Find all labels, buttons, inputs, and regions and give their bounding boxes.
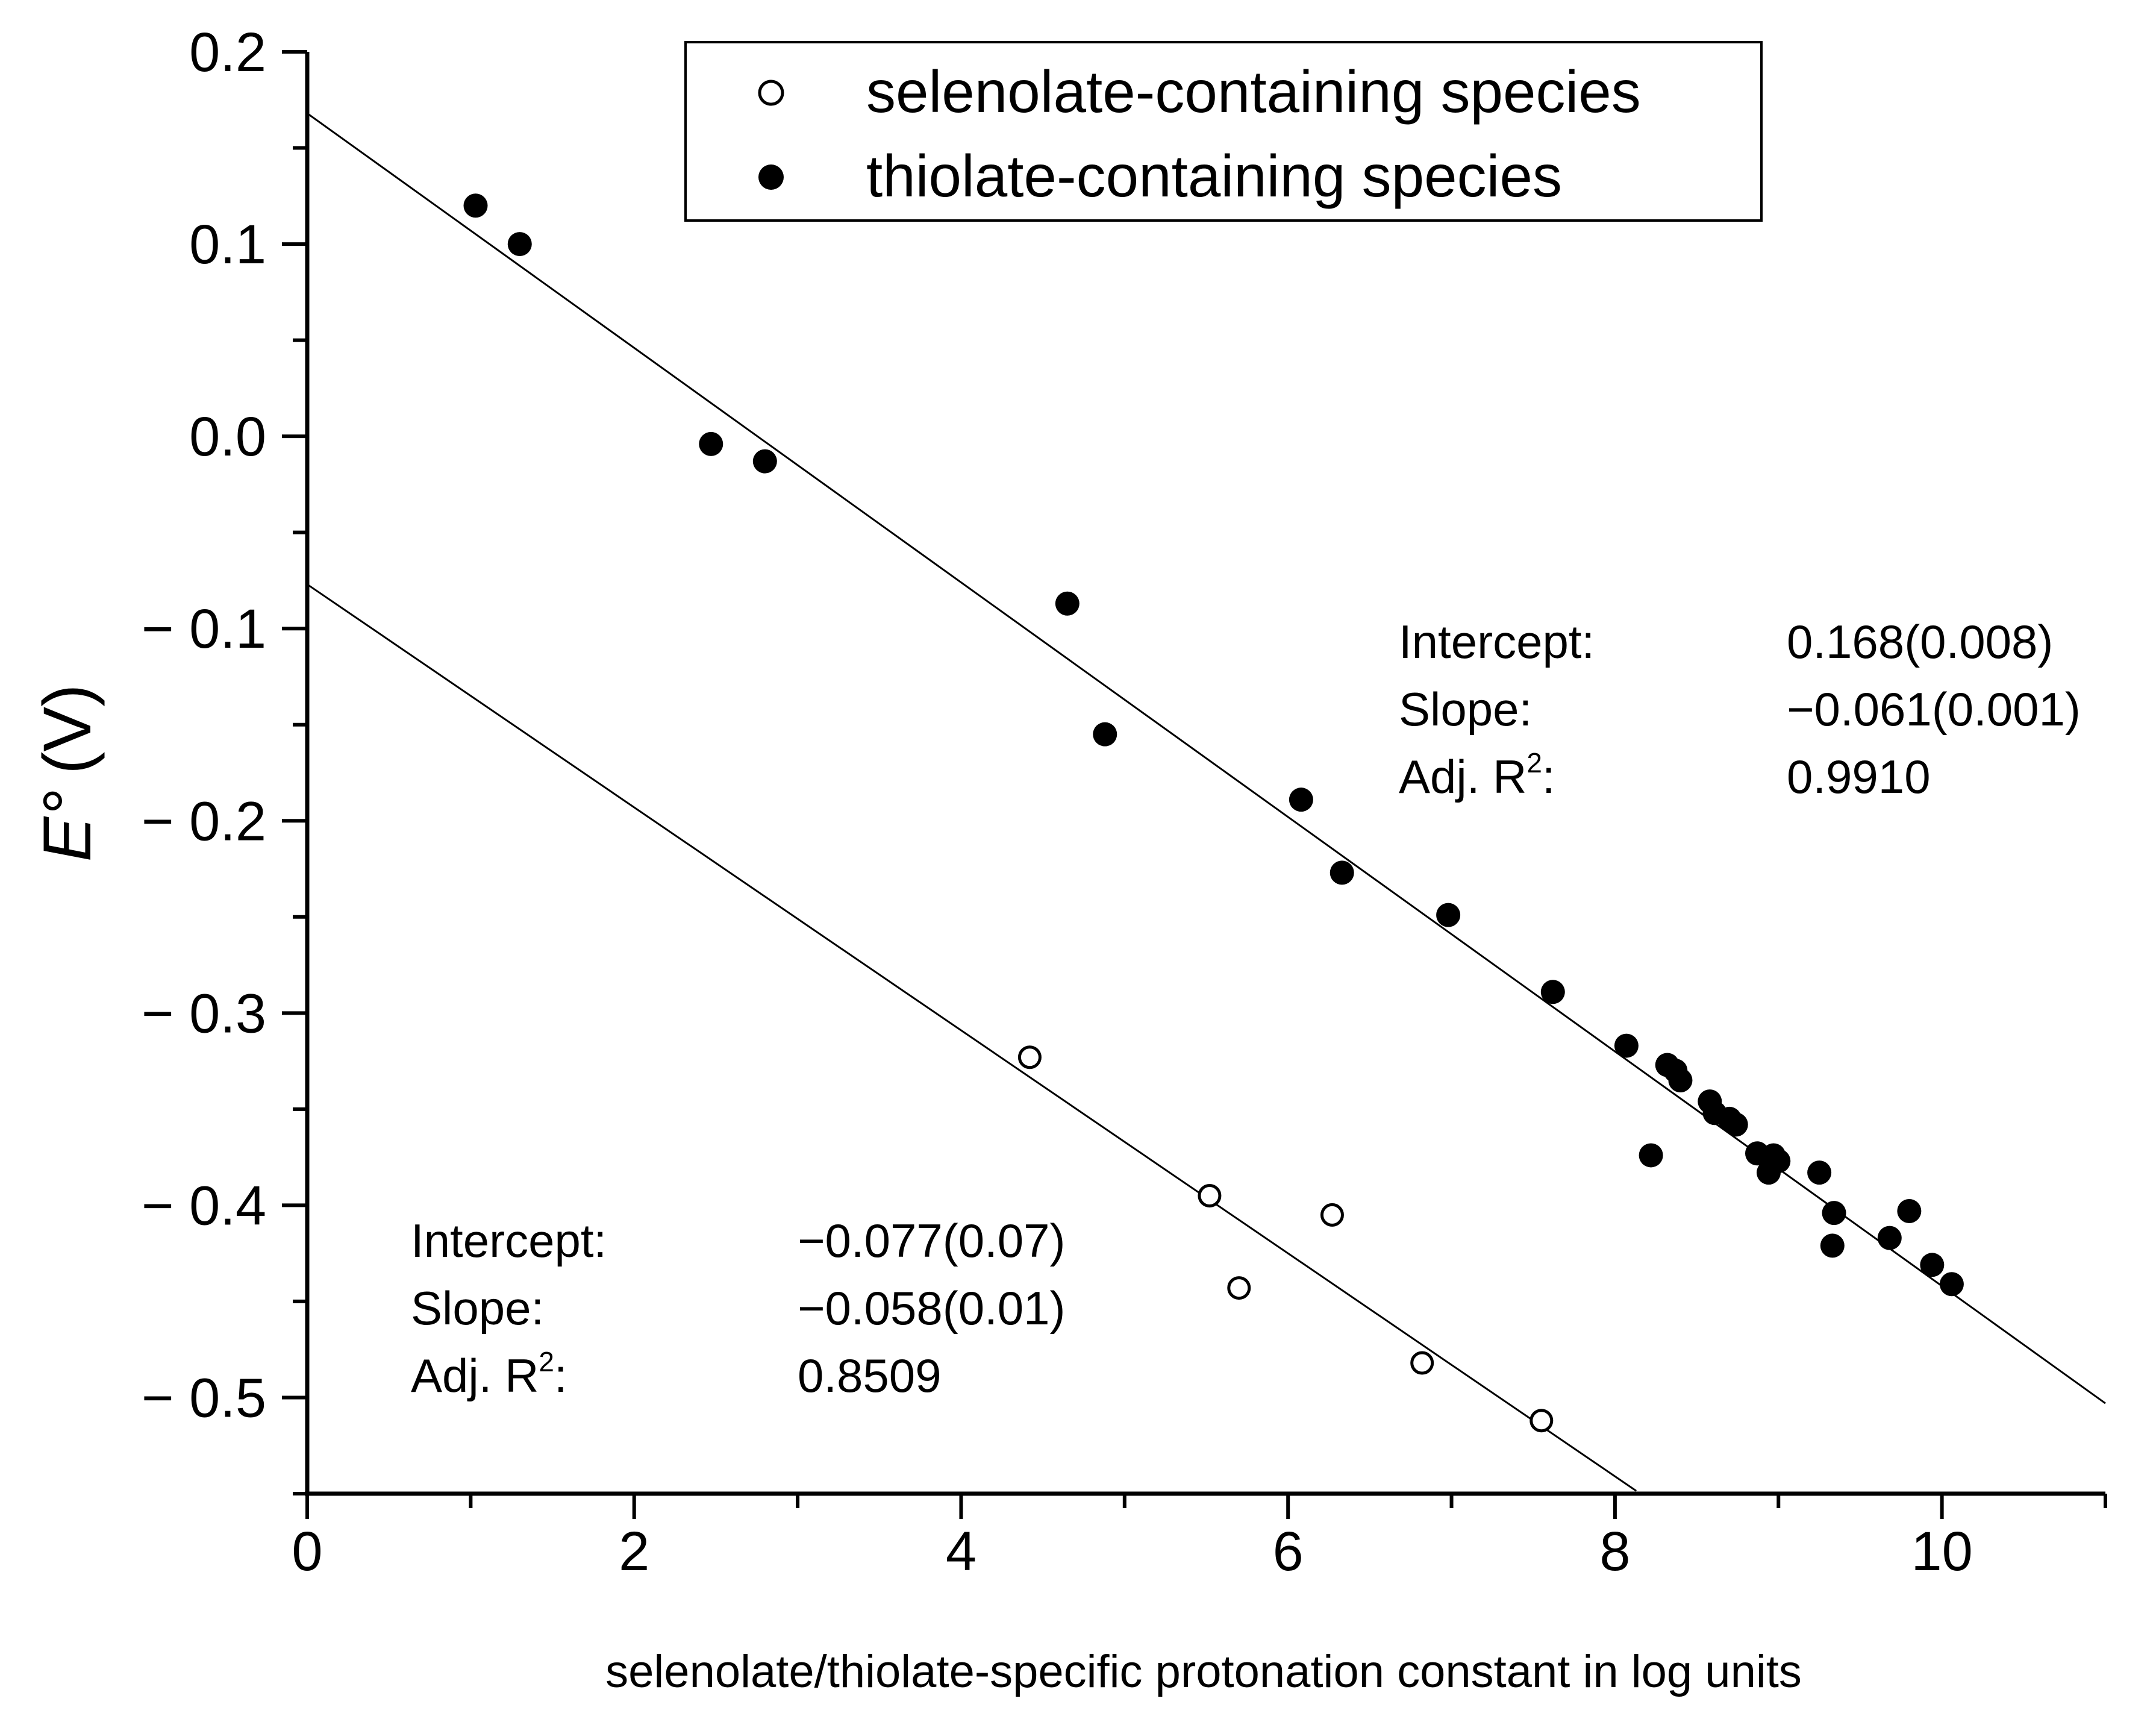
thiolate-r2-value: 0.9910 bbox=[1787, 750, 1931, 803]
thiolate-point bbox=[1766, 1149, 1791, 1174]
thiolate-point bbox=[463, 193, 488, 218]
thiolate-point bbox=[1723, 1112, 1748, 1137]
thiolate-point bbox=[699, 431, 723, 456]
thiolate-point bbox=[1093, 722, 1117, 747]
selenolate-slope-value: −0.058(0.01) bbox=[798, 1282, 1066, 1335]
selenolate-point bbox=[1530, 1409, 1554, 1433]
thiolate-r2-label: Adj. R2: bbox=[1399, 747, 1555, 803]
thiolate-point bbox=[1939, 1272, 1964, 1297]
selenolate-intercept-label: Intercept: bbox=[411, 1214, 607, 1267]
thiolate-point bbox=[1055, 591, 1080, 616]
ticks bbox=[282, 50, 2107, 1519]
x-tick-label: 10 bbox=[1911, 1521, 1972, 1582]
selenolate-point bbox=[1017, 1045, 1042, 1069]
thiolate-point bbox=[507, 232, 532, 257]
selenolate-r2-sup: 2 bbox=[539, 1346, 554, 1377]
selenolate-r2-colon: : bbox=[554, 1349, 567, 1402]
y-tick-label: − 0.5 bbox=[142, 1367, 266, 1429]
y-tick-label: − 0.4 bbox=[142, 1175, 266, 1236]
thiolate-intercept-value: 0.168(0.008) bbox=[1787, 615, 2053, 668]
legend: selenolate-containing species thiolate-c… bbox=[684, 41, 1763, 222]
thiolate-fit-stats: Intercept: 0.168(0.008) Slope: −0.061(0.… bbox=[1399, 615, 2081, 803]
selenolate-r2-value: 0.8509 bbox=[798, 1349, 942, 1402]
legend-marker-selenolate bbox=[758, 80, 784, 106]
x-tick-label: 6 bbox=[1273, 1521, 1304, 1582]
thiolate-intercept-label: Intercept: bbox=[1399, 615, 1595, 668]
x-tick-label: 4 bbox=[946, 1521, 976, 1582]
y-tick-label: 0.0 bbox=[189, 406, 266, 468]
axes bbox=[305, 52, 2105, 1496]
selenolate-r2-label: Adj. R2: bbox=[411, 1346, 567, 1402]
thiolate-point bbox=[1920, 1253, 1945, 1277]
thiolate-r2-sup: 2 bbox=[1526, 747, 1542, 778]
legend-label-selenolate: selenolate-containing species bbox=[866, 58, 1641, 125]
selenolate-point bbox=[1227, 1276, 1251, 1300]
thiolate-r2-text: Adj. R bbox=[1399, 750, 1526, 803]
thiolate-point bbox=[1820, 1233, 1845, 1258]
thiolate-point bbox=[1289, 788, 1313, 812]
selenolate-point bbox=[1410, 1351, 1434, 1375]
selenolate-slope-label: Slope: bbox=[411, 1282, 544, 1335]
y-tick-label: 0.1 bbox=[189, 214, 266, 275]
thiolate-point bbox=[1897, 1198, 1922, 1223]
y-axis-title: E° (V) bbox=[30, 684, 105, 862]
y-tick-label: 0.2 bbox=[189, 22, 266, 83]
thiolate-r2-colon: : bbox=[1542, 750, 1555, 803]
thiolate-point bbox=[1540, 980, 1565, 1004]
thiolate-point bbox=[1822, 1201, 1846, 1226]
y-axis-title-symbol: E° bbox=[30, 790, 105, 862]
legend-marker-thiolate bbox=[758, 164, 784, 190]
thiolate-point bbox=[1614, 1033, 1639, 1058]
x-axis-title: selenolate/thiolate-specific protonation… bbox=[605, 1646, 1802, 1697]
selenolate-point bbox=[1198, 1183, 1222, 1207]
y-tick-label: − 0.1 bbox=[142, 598, 266, 660]
y-tick-label: − 0.2 bbox=[142, 791, 266, 852]
selenolate-fit-line bbox=[307, 583, 1637, 1492]
thiolate-point bbox=[1877, 1226, 1902, 1250]
thiolate-point bbox=[1436, 903, 1461, 927]
thiolate-point bbox=[1330, 860, 1354, 885]
legend-label-thiolate: thiolate-containing species bbox=[866, 143, 1562, 209]
x-tick-label: 2 bbox=[619, 1521, 649, 1582]
thiolate-slope-label: Slope: bbox=[1399, 683, 1532, 736]
thiolate-point bbox=[752, 449, 777, 474]
tick-labels: 0 2 4 6 8 10 0.2 0.1 0.0 − 0.1 − 0.2 − 0.3 − 0.4 − 0.… bbox=[142, 22, 1973, 1582]
thiolate-point bbox=[1639, 1143, 1663, 1168]
selenolate-intercept-value: −0.077(0.07) bbox=[798, 1214, 1066, 1267]
y-axis-title-unit: (V) bbox=[30, 684, 105, 774]
thiolate-fit-line bbox=[307, 112, 2106, 1404]
thiolate-point bbox=[1807, 1160, 1832, 1185]
x-tick-label: 0 bbox=[292, 1521, 322, 1582]
legend-box bbox=[684, 41, 1763, 222]
selenolate-r2-text: Adj. R bbox=[411, 1349, 539, 1402]
fit-lines bbox=[307, 112, 2106, 1492]
data-points bbox=[463, 193, 1964, 1433]
selenolate-fit-stats: Intercept: −0.077(0.07) Slope: −0.058(0.… bbox=[411, 1214, 1066, 1402]
thiolate-point bbox=[1668, 1068, 1693, 1093]
selenolate-point bbox=[1320, 1203, 1344, 1227]
x-tick-label: 8 bbox=[1599, 1521, 1630, 1582]
y-tick-label: − 0.3 bbox=[142, 983, 266, 1044]
thiolate-slope-value: −0.061(0.001) bbox=[1787, 683, 2081, 736]
